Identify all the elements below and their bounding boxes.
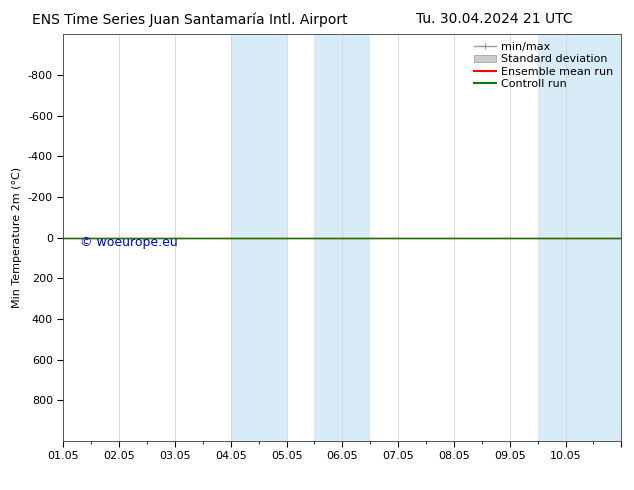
Y-axis label: Min Temperature 2m (°C): Min Temperature 2m (°C)	[12, 167, 22, 308]
Bar	[538, 34, 621, 441]
Legend: min/max, Standard deviation, Ensemble mean run, Controll run: min/max, Standard deviation, Ensemble me…	[471, 40, 616, 91]
Text: Tu. 30.04.2024 21 UTC: Tu. 30.04.2024 21 UTC	[416, 12, 573, 26]
Text: © woeurope.eu: © woeurope.eu	[80, 236, 178, 248]
Text: ENS Time Series Juan Santamaría Intl. Airport: ENS Time Series Juan Santamaría Intl. Ai…	[32, 12, 348, 27]
Bar	[231, 34, 287, 441]
Bar	[314, 34, 370, 441]
